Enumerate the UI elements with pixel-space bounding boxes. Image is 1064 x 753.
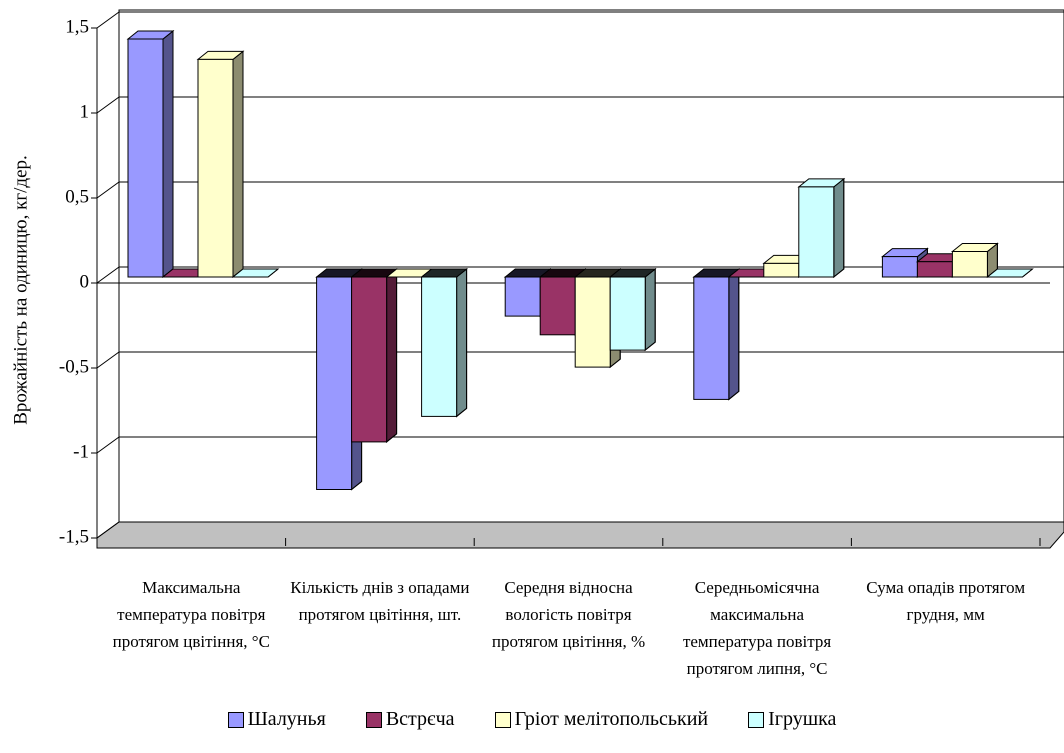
y-tick-label: 0 <box>80 271 90 292</box>
legend-item: Ігрушка <box>748 708 836 731</box>
legend-item: Шалунья <box>227 708 326 731</box>
bar-side-shade <box>456 267 468 418</box>
bar <box>763 262 800 278</box>
bar-side-shade <box>833 177 845 279</box>
bar <box>609 276 646 351</box>
wall-grid-line <box>96 351 120 369</box>
bar <box>351 276 388 443</box>
wall-grid-line <box>96 266 120 284</box>
bar <box>127 38 164 278</box>
legend-label: Гріот мелітопольський <box>514 708 709 730</box>
y-axis-label: Врожайність на одиницю, кг/дер. <box>10 155 31 425</box>
bar-top-shade <box>351 269 397 277</box>
bar-top-shade <box>610 269 656 277</box>
bar-top-shade <box>693 269 739 277</box>
x-tick-label: Максимальна температура повітря протягом… <box>112 578 270 651</box>
bar-top-shade <box>505 269 551 277</box>
bar-side-shade <box>232 50 244 279</box>
bar-top <box>231 268 280 278</box>
bar <box>539 276 576 336</box>
bar <box>798 186 835 278</box>
bar <box>881 256 918 278</box>
bar <box>574 276 611 368</box>
bar-top-shade <box>421 269 467 277</box>
bar-side-shade <box>162 29 174 279</box>
bar-side-shade <box>386 267 398 443</box>
wall-grid-line <box>96 11 120 29</box>
legend-swatch <box>748 711 765 728</box>
legend-swatch <box>365 711 382 728</box>
x-tick-label: Середня відносна вологість повітря протя… <box>491 578 646 651</box>
y-tick-label: 1 <box>80 101 90 122</box>
bar <box>916 261 953 278</box>
bar-side-shade <box>728 267 740 401</box>
x-tick-label: Середньомісячна максимальна температура … <box>682 578 832 678</box>
wall-grid-line <box>96 181 120 199</box>
legend-swatch <box>494 711 511 728</box>
y-tick-label: 1,5 <box>65 16 89 37</box>
y-tick-label: -1,5 <box>59 526 89 547</box>
legend: Шалунья Встрєча Гріот мелітопольський Ігруш… <box>0 708 1064 731</box>
legend-label: Шалунья <box>247 708 326 730</box>
bar <box>316 276 353 490</box>
legend-item: Гріот мелітопольський <box>494 708 709 731</box>
bar-side-shade <box>644 267 656 352</box>
y-tick-label: 0,5 <box>65 186 89 207</box>
floor <box>96 521 1064 549</box>
y-tick-label: -0,5 <box>59 356 89 377</box>
bar <box>693 276 730 400</box>
wall-grid-line <box>96 521 120 539</box>
bar <box>504 276 541 317</box>
bar-top-shade <box>316 269 362 277</box>
wall-grid-line <box>96 436 120 454</box>
legend-swatch <box>227 711 244 728</box>
y-tick-label: -1 <box>73 441 89 462</box>
bar-top <box>985 268 1034 278</box>
legend-item: Встрєча <box>365 708 455 731</box>
bar <box>421 276 458 417</box>
legend-label: Ігрушка <box>768 708 837 730</box>
x-tick-label: Кількість днів з опадами протягом цвітін… <box>290 578 470 624</box>
legend-label: Встрєча <box>385 708 455 730</box>
bar <box>951 251 988 278</box>
wall-grid-line <box>96 96 120 114</box>
bar <box>197 58 234 278</box>
x-tick-label: Сума опадів протягом грудня, мм <box>866 578 1026 624</box>
bar-top-shade <box>540 269 586 277</box>
bar-top-shade <box>575 269 621 277</box>
